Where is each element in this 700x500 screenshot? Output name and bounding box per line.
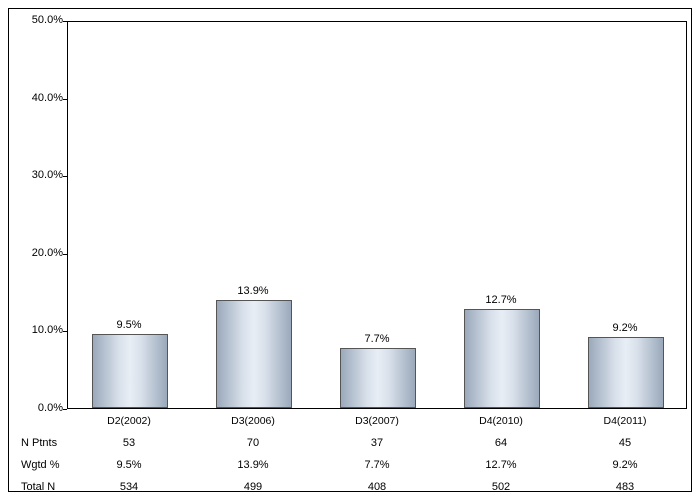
y-tick-mark bbox=[63, 254, 67, 255]
y-tick-label: 40.0% bbox=[3, 92, 63, 104]
table-row-label: N Ptnts bbox=[21, 437, 57, 449]
table-cell: 64 bbox=[495, 437, 507, 449]
bar-value-label: 12.7% bbox=[485, 294, 516, 306]
table-cell: 499 bbox=[244, 481, 262, 493]
y-tick-label: 0.0% bbox=[3, 402, 63, 414]
bar bbox=[588, 337, 665, 408]
bar-value-label: 9.5% bbox=[116, 319, 141, 331]
bar bbox=[216, 300, 293, 408]
bar bbox=[464, 309, 541, 408]
plot-area bbox=[67, 21, 687, 409]
y-tick-mark bbox=[63, 21, 67, 22]
y-tick-mark bbox=[63, 409, 67, 410]
x-category-label: D4(2011) bbox=[604, 415, 647, 427]
table-cell: 502 bbox=[492, 481, 510, 493]
table-cell: 12.7% bbox=[485, 459, 516, 471]
bar bbox=[92, 334, 169, 408]
y-tick-label: 10.0% bbox=[3, 324, 63, 336]
y-tick-label: 20.0% bbox=[3, 247, 63, 259]
table-cell: 9.2% bbox=[612, 459, 637, 471]
y-tick-label: 30.0% bbox=[3, 169, 63, 181]
x-category-label: D2(2002) bbox=[107, 415, 151, 427]
y-tick-mark bbox=[63, 176, 67, 177]
table-cell: 70 bbox=[247, 437, 259, 449]
x-category-label: D3(2007) bbox=[355, 415, 399, 427]
table-cell: 45 bbox=[619, 437, 631, 449]
bar-value-label: 9.2% bbox=[612, 322, 637, 334]
table-cell: 534 bbox=[120, 481, 138, 493]
table-cell: 37 bbox=[371, 437, 383, 449]
table-cell: 13.9% bbox=[237, 459, 268, 471]
table-cell: 7.7% bbox=[364, 459, 389, 471]
bar-value-label: 13.9% bbox=[237, 285, 268, 297]
chart-outer-frame: 0.0%10.0%20.0%30.0%40.0%50.0%9.5%D2(2002… bbox=[8, 8, 692, 492]
table-row-label: Total N bbox=[21, 481, 55, 493]
table-row-label: Wgtd % bbox=[21, 459, 60, 471]
table-cell: 483 bbox=[616, 481, 634, 493]
table-cell: 408 bbox=[368, 481, 386, 493]
bar-value-label: 7.7% bbox=[364, 333, 389, 345]
x-category-label: D4(2010) bbox=[479, 415, 523, 427]
bar bbox=[340, 348, 417, 408]
y-tick-mark bbox=[63, 331, 67, 332]
x-category-label: D3(2006) bbox=[231, 415, 275, 427]
y-tick-mark bbox=[63, 99, 67, 100]
table-cell: 9.5% bbox=[116, 459, 141, 471]
y-tick-label: 50.0% bbox=[3, 14, 63, 26]
table-cell: 53 bbox=[123, 437, 135, 449]
